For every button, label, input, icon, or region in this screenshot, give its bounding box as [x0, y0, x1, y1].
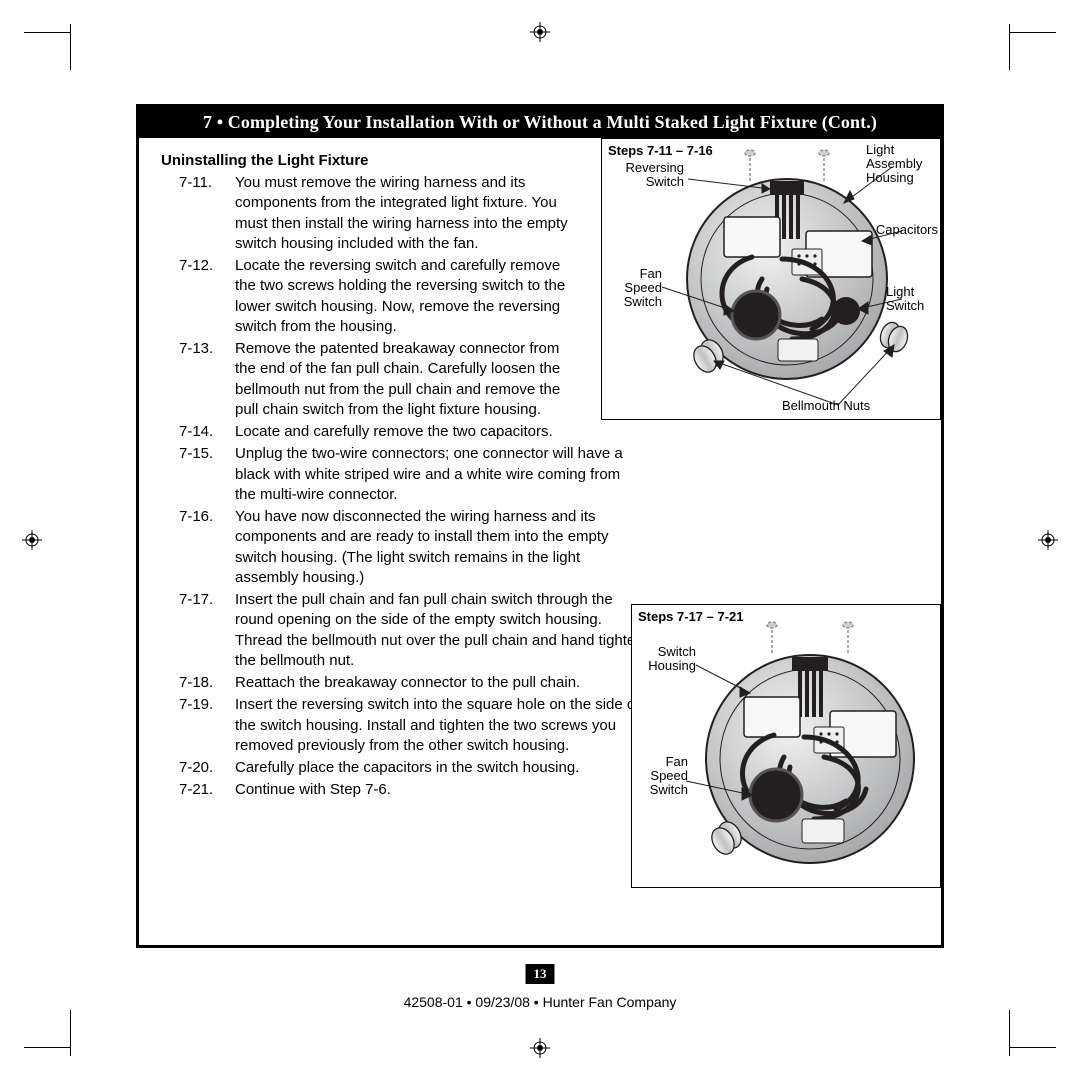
- crop-mark: [1009, 1010, 1010, 1056]
- figure-steps-7-17-7-21: Steps 7-17 – 7-21: [631, 604, 941, 888]
- label-bellmouth-nuts: Bellmouth Nuts: [782, 399, 870, 413]
- instruction-step: 7-14.Locate and carefully remove the two…: [161, 422, 923, 442]
- step-number: 7-15.: [161, 444, 235, 505]
- step-number: 7-19.: [161, 695, 235, 756]
- instruction-step: 7-16.You have now disconnected the wirin…: [161, 507, 923, 588]
- step-text: Locate the reversing switch and carefull…: [235, 256, 575, 337]
- crop-mark: [1010, 1047, 1056, 1048]
- step-number: 7-16.: [161, 507, 235, 588]
- step-number: 7-11.: [161, 173, 235, 254]
- step-number: 7-17.: [161, 590, 235, 671]
- label-light-assembly-housing: LightAssemblyHousing: [866, 143, 936, 185]
- figure-caption: Steps 7-11 – 7-16: [608, 143, 713, 158]
- label-reversing-switch: ReversingSwitch: [606, 161, 684, 189]
- registration-mark-icon: [530, 22, 550, 42]
- label-light-switch: LightSwitch: [886, 285, 936, 313]
- figure-caption: Steps 7-17 – 7-21: [638, 609, 744, 624]
- instruction-step: 7-15.Unplug the two-wire connectors; one…: [161, 444, 923, 505]
- crop-mark: [1009, 24, 1010, 70]
- step-number: 7-13.: [161, 339, 235, 420]
- crop-mark: [70, 24, 71, 70]
- step-text: Insert the pull chain and fan pull chain…: [235, 590, 645, 671]
- manual-page: 7 • Completing Your Installation With or…: [0, 0, 1080, 1080]
- step-number: 7-21.: [161, 780, 235, 800]
- label-capacitors: Capacitors: [876, 223, 938, 237]
- step-text: Remove the patented breakaway connector …: [235, 339, 575, 420]
- step-number: 7-18.: [161, 673, 235, 693]
- step-text: You must remove the wiring harness and i…: [235, 173, 575, 254]
- label-fan-speed-switch: FanSpeedSwitch: [606, 267, 662, 309]
- label-fan-speed-switch: FanSpeedSwitch: [636, 755, 688, 797]
- step-text: Continue with Step 7-6.: [235, 780, 645, 800]
- step-text: Locate and carefully remove the two capa…: [235, 422, 645, 442]
- step-text: Unplug the two-wire connectors; one conn…: [235, 444, 645, 505]
- registration-mark-icon: [530, 1038, 550, 1058]
- page-footer: 42508-01 • 09/23/08 • Hunter Fan Company: [0, 994, 1080, 1010]
- figure-steps-7-11-7-16: Steps 7-11 – 7-16: [601, 138, 941, 420]
- step-number: 7-20.: [161, 758, 235, 778]
- crop-mark: [24, 32, 70, 33]
- step-text: Carefully place the capacitors in the sw…: [235, 758, 645, 778]
- registration-mark-icon: [1038, 530, 1058, 550]
- label-switch-housing: SwitchHousing: [636, 645, 696, 673]
- content-frame: 7 • Completing Your Installation With or…: [136, 104, 944, 948]
- section-title-bar: 7 • Completing Your Installation With or…: [139, 107, 941, 138]
- step-number: 7-14.: [161, 422, 235, 442]
- step-text: Reattach the breakaway connector to the …: [235, 673, 645, 693]
- crop-mark: [1010, 32, 1056, 33]
- step-text: Insert the reversing switch into the squ…: [235, 695, 645, 756]
- step-text: You have now disconnected the wiring har…: [235, 507, 645, 588]
- registration-mark-icon: [22, 530, 42, 550]
- crop-mark: [70, 1010, 71, 1056]
- step-number: 7-12.: [161, 256, 235, 337]
- page-number: 13: [526, 964, 555, 984]
- content-body: Uninstalling the Light Fixture 7-11.You …: [139, 138, 941, 817]
- crop-mark: [24, 1047, 70, 1048]
